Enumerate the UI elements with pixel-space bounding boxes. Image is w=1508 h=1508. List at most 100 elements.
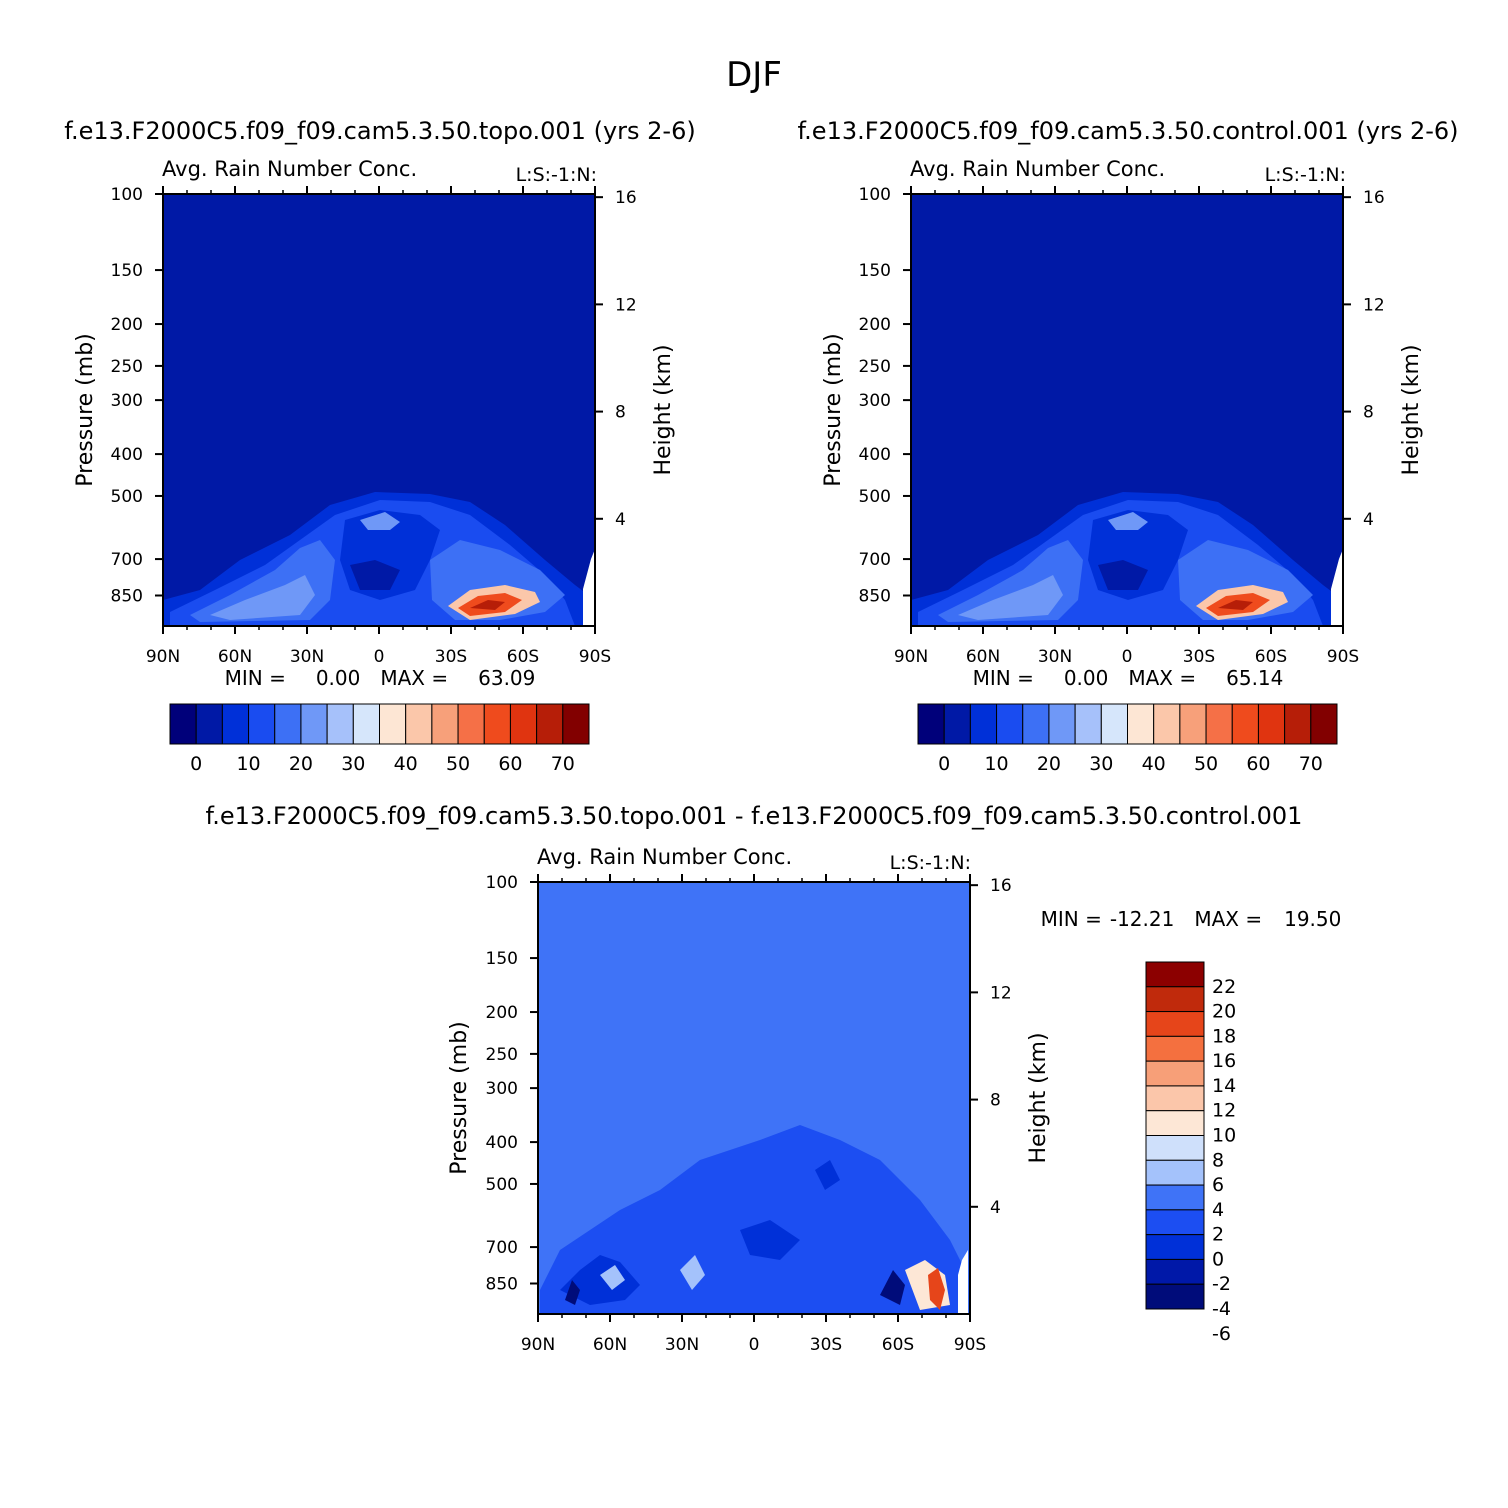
colorbar-swatch [431, 703, 459, 745]
colorbar-swatch [1127, 703, 1155, 745]
panel-control: f.e13.F2000C5.f09_f09.cam5.3.50.control.… [797, 117, 1458, 775]
colorbar-swatch [1100, 703, 1128, 745]
min-value: 0.00 [316, 666, 361, 690]
min-label: MIN = [225, 666, 286, 690]
y-tick-label: 100 [859, 185, 891, 205]
contour-region [880, 1270, 905, 1305]
colorbar-label: 16 [1212, 1050, 1236, 1072]
colorbar-swatch [1145, 961, 1205, 988]
x-tick-label: 60S [882, 1335, 914, 1355]
x-tick-label: 30S [435, 647, 467, 667]
max-value: 19.50 [1284, 907, 1341, 931]
colorbar-swatch [1145, 1011, 1205, 1037]
contour-region [1108, 512, 1148, 530]
colorbar-swatch [1145, 1209, 1205, 1236]
colorbar-label: 0 [938, 753, 950, 775]
colorbar-label: 10 [1212, 1125, 1236, 1147]
y-tick-label: 150 [486, 949, 518, 969]
colorbar-swatch [917, 703, 945, 745]
x-tick-label: 30S [810, 1335, 842, 1355]
colorbar-swatch [326, 703, 354, 745]
colorbar-swatch [1179, 703, 1207, 745]
colorbar-label: 20 [1212, 1001, 1236, 1023]
panel-subtitle: Avg. Rain Number Conc. [910, 157, 1165, 181]
colorbar-label: 6 [1212, 1174, 1224, 1196]
y-tick-label: 850 [111, 587, 143, 607]
contour-region [1098, 560, 1148, 590]
colorbar-swatch [169, 703, 197, 745]
x-tick-label: 90N [521, 1335, 555, 1355]
missing-data-region [583, 549, 595, 626]
contour-region [540, 1125, 968, 1314]
y2-tick-label: 4 [615, 510, 626, 530]
y2-tick-label: 8 [990, 1091, 1001, 1111]
panel-title: f.e13.F2000C5.f09_f09.cam5.3.50.topo.001… [206, 802, 1303, 830]
colorbar-swatch [1048, 703, 1076, 745]
panel-subtitle: Avg. Rain Number Conc. [162, 157, 417, 181]
y-tick-label: 200 [486, 1003, 518, 1023]
colorbar-label: -4 [1212, 1298, 1231, 1320]
colorbar-label: 8 [1212, 1149, 1224, 1171]
panel-topo: f.e13.F2000C5.f09_f09.cam5.3.50.topo.001… [64, 117, 695, 775]
contour-region [560, 1255, 640, 1305]
y-tick-label: 250 [859, 357, 891, 377]
x-tick-label: 90S [954, 1335, 986, 1355]
min-max-readout: MIN = 0.00 MAX = 63.09 [225, 666, 536, 690]
colorbar-label: 22 [1212, 976, 1236, 998]
colorbar-swatch [1145, 1258, 1205, 1285]
x-tick-label: 90S [1327, 647, 1359, 667]
min-max-readout: MIN = -12.21 MAX = 19.50 [1041, 907, 1342, 931]
x-tick-label: 30N [665, 1335, 699, 1355]
y-tick-label: 300 [486, 1079, 518, 1099]
min-value: 0.00 [1064, 666, 1109, 690]
y-tick-label: 400 [486, 1133, 518, 1153]
max-label: MAX = [1128, 666, 1196, 690]
panel-corner-label: L:S:-1:N: [890, 852, 971, 874]
max-label: MAX = [1194, 907, 1262, 931]
y2-tick-label: 8 [1363, 403, 1374, 423]
plot-area [163, 194, 595, 626]
min-max-readout: MIN = 0.00 MAX = 65.14 [973, 666, 1284, 690]
colorbar-swatch [195, 703, 223, 745]
colorbar-swatch [405, 703, 433, 745]
contour-region [600, 1265, 625, 1290]
colorbar-swatch [1145, 1184, 1205, 1211]
colorbar-label: 18 [1212, 1025, 1236, 1047]
plot-area [538, 882, 970, 1314]
y2-tick-label: 16 [615, 188, 637, 208]
y2-tick-label: 12 [990, 983, 1012, 1003]
colorbar-swatch [1145, 1159, 1205, 1186]
colorbar-label: 20 [1037, 753, 1061, 775]
colorbar-swatch [509, 703, 538, 745]
colorbar-swatch [1074, 703, 1102, 745]
colorbar-label: 50 [1194, 753, 1218, 775]
min-label: MIN = [973, 666, 1034, 690]
y2-tick-label: 8 [615, 403, 626, 423]
y2-tick-label: 16 [1363, 188, 1385, 208]
panel-subtitle: Avg. Rain Number Conc. [537, 845, 792, 869]
min-value: -12.21 [1110, 907, 1174, 931]
x-tick-label: 60N [593, 1335, 627, 1355]
colorbar-swatch [248, 703, 276, 745]
colorbar-swatch [1284, 703, 1312, 745]
y2-tick-label: 12 [615, 295, 637, 315]
x-tick-label: 90S [579, 647, 611, 667]
colorbar-swatch [943, 703, 971, 745]
y-tick-label: 100 [111, 185, 143, 205]
colorbar-swatch [562, 703, 590, 745]
colorbar-label: 70 [551, 753, 575, 775]
colorbar-label: -6 [1212, 1323, 1231, 1345]
colorbar-label: 12 [1212, 1100, 1236, 1122]
colorbar-swatch [1257, 703, 1286, 745]
y2-tick-label: 12 [1363, 295, 1385, 315]
x-tick-label: 0 [374, 647, 385, 667]
x-tick-label: 60N [218, 647, 252, 667]
y-tick-label: 500 [859, 487, 891, 507]
colorbar-label: 70 [1299, 753, 1323, 775]
y-tick-label: 500 [111, 487, 143, 507]
x-tick-label: 90N [146, 647, 180, 667]
x-tick-label: 30N [1038, 647, 1072, 667]
x-tick-label: 0 [1122, 647, 1133, 667]
colorbar-swatch [300, 703, 328, 745]
